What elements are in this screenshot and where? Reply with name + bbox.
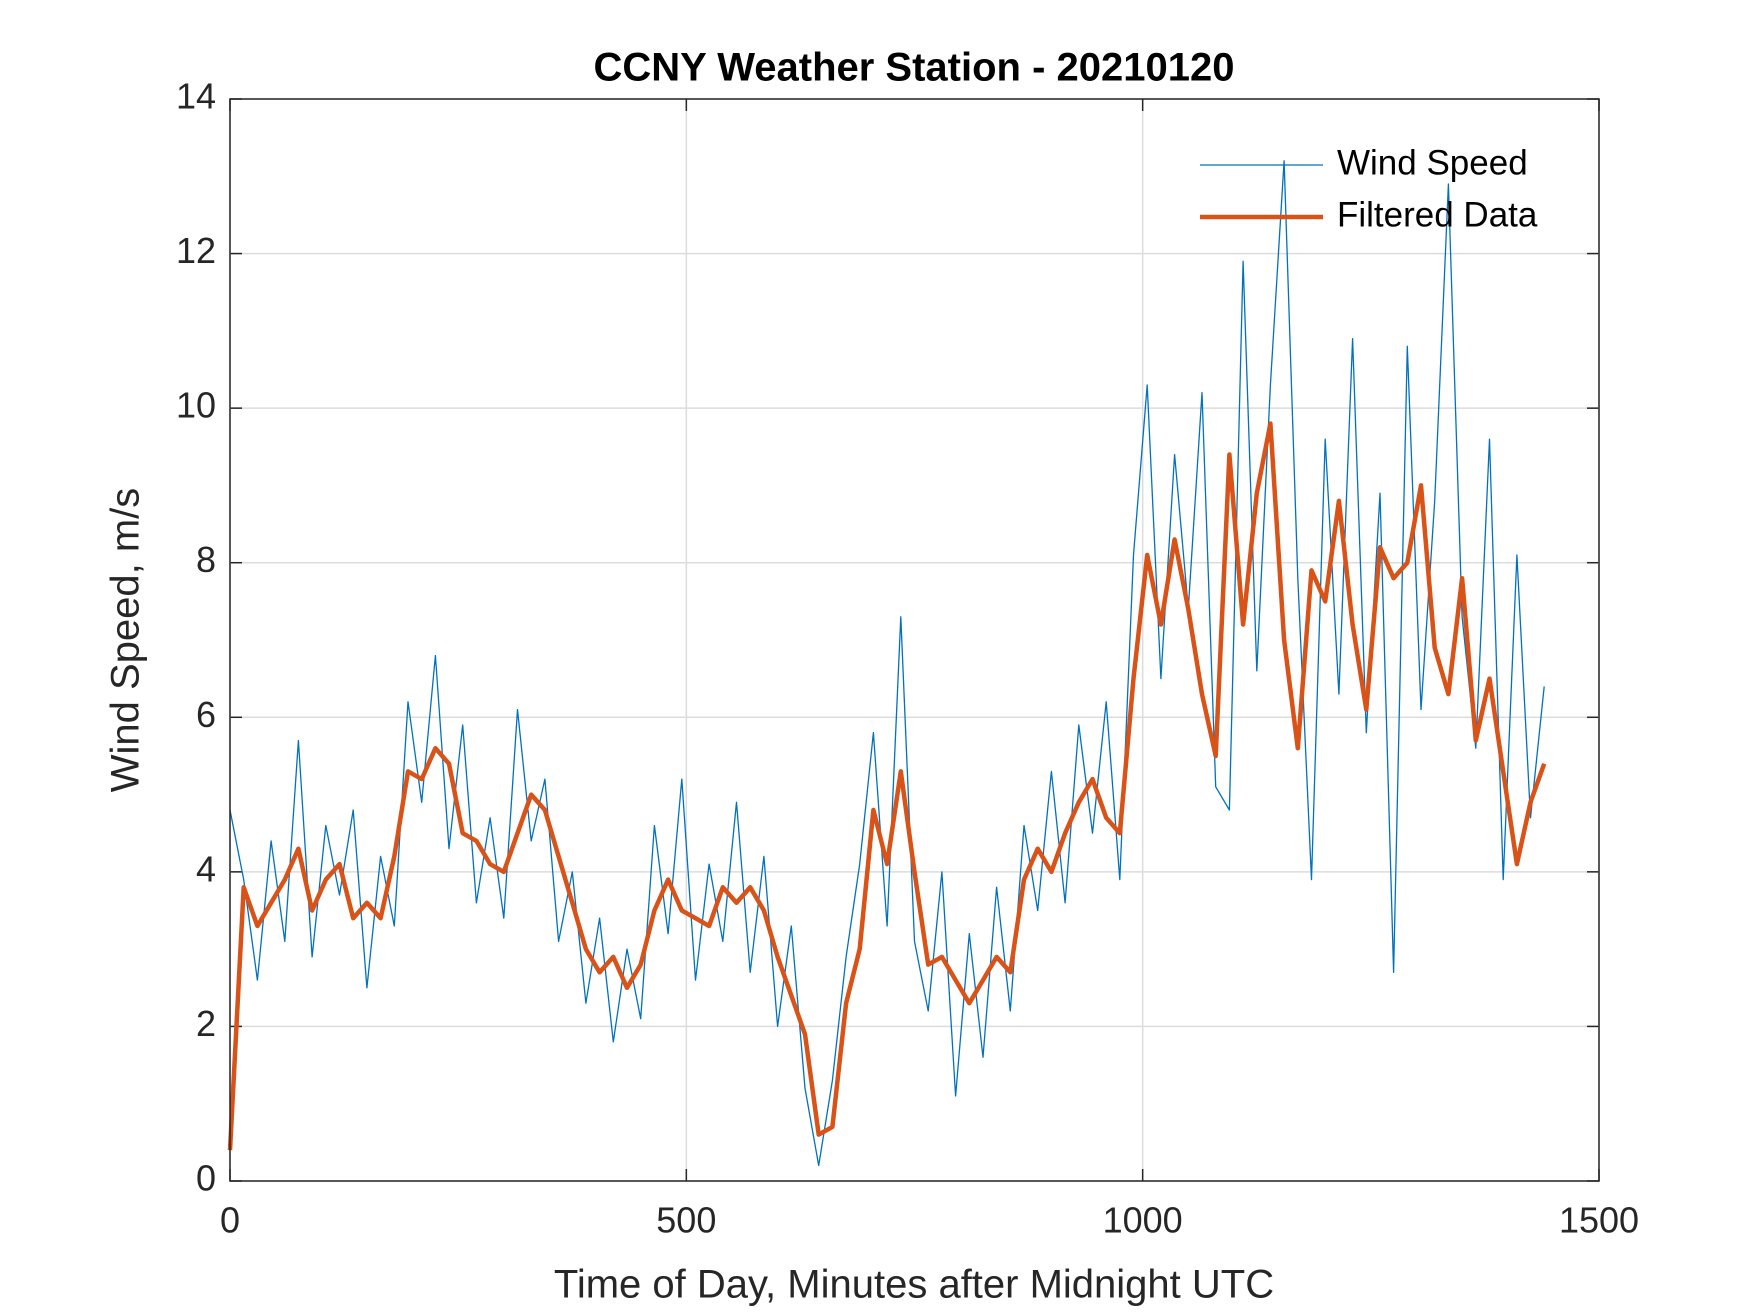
y-tick-label: 2 — [196, 1003, 216, 1044]
axes-box — [229, 98, 1600, 1182]
y-tick-label: 10 — [176, 385, 216, 426]
x-tick-label: 1500 — [1559, 1200, 1639, 1241]
y-tick-label: 14 — [176, 76, 216, 117]
x-tick-label: 500 — [656, 1200, 716, 1241]
plot-area — [230, 99, 1599, 1181]
y-tick-label: 0 — [196, 1158, 216, 1199]
legend-label: Filtered Data — [1337, 195, 1538, 234]
y-tick-label: 12 — [176, 230, 216, 271]
data-line — [227, 421, 1547, 1151]
y-axis-label: Wind Speed, m/s — [104, 488, 148, 793]
y-tick-label: 8 — [196, 539, 216, 580]
y-tick-label: 6 — [196, 694, 216, 735]
y-tick-label: 4 — [196, 848, 216, 889]
data-line — [229, 160, 1545, 1167]
chart-title: CCNY Weather Station - 20210120 — [594, 46, 1235, 90]
x-tick-label: 1000 — [1103, 1200, 1183, 1241]
x-axis-label: Time of Day, Minutes after Midnight UTC — [554, 1263, 1274, 1307]
x-tick-label: 0 — [220, 1200, 240, 1241]
legend-label: Wind Speed — [1337, 143, 1528, 182]
